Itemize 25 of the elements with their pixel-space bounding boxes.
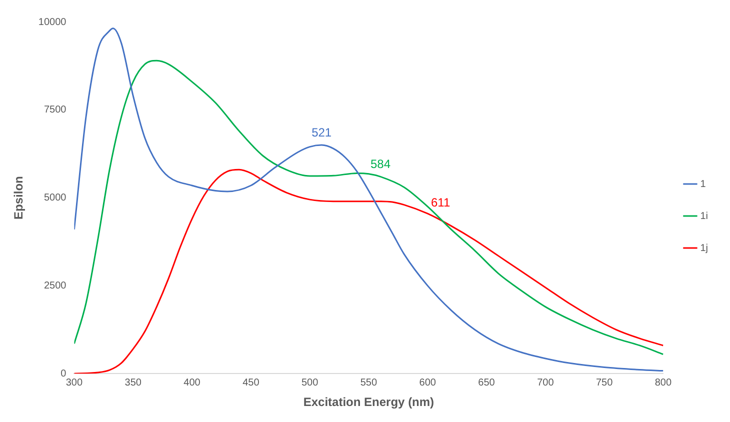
legend-label: 1 (700, 178, 706, 190)
x-tick-label: 800 (654, 377, 672, 388)
annotation: 611 (431, 196, 450, 210)
y-tick-label: 7500 (44, 104, 67, 116)
x-tick-label: 500 (301, 377, 319, 388)
x-tick-label: 550 (360, 377, 378, 388)
y-tick-label: 0 (60, 368, 67, 380)
x-axis-title: Excitation Energy (nm) (303, 395, 434, 410)
y-tick-label: 2500 (44, 280, 67, 292)
x-tick-label: 750 (596, 377, 614, 388)
y-tick-label: 10000 (38, 16, 67, 28)
x-tick-label: 350 (124, 377, 142, 388)
line-series (74, 168, 664, 374)
x-tick-label: 700 (537, 377, 554, 388)
annotation: 521 (312, 125, 332, 140)
x-tick-label: 400 (184, 377, 201, 388)
x-tick-label: 450 (242, 377, 260, 388)
x-tick-label: 300 (66, 377, 83, 388)
legend-label: 1i (700, 210, 708, 222)
x-tick-label: 650 (478, 377, 496, 388)
x-tick-label: 600 (419, 377, 436, 388)
y-tick-label: 5000 (44, 192, 67, 204)
y-axis-title: Epsilon (12, 176, 26, 220)
legend-label: 1j (700, 242, 708, 254)
annotation: 584 (370, 157, 391, 172)
